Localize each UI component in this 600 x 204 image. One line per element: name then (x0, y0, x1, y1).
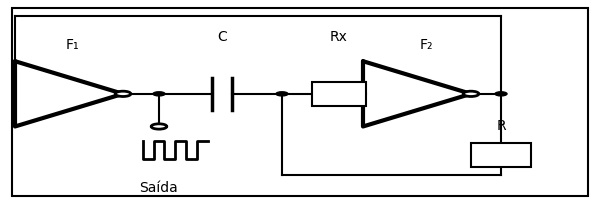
Text: Rx: Rx (330, 30, 348, 44)
Circle shape (276, 92, 288, 96)
Circle shape (495, 92, 507, 96)
Circle shape (151, 124, 167, 129)
Text: F₂: F₂ (419, 38, 433, 52)
Circle shape (463, 91, 479, 96)
Text: F₁: F₁ (65, 38, 79, 52)
Text: R: R (496, 120, 506, 133)
Bar (312, 82, 366, 106)
Circle shape (153, 92, 165, 96)
Bar (471, 143, 531, 167)
Circle shape (115, 91, 131, 96)
Text: Saída: Saída (140, 181, 178, 195)
Text: C: C (217, 30, 227, 44)
